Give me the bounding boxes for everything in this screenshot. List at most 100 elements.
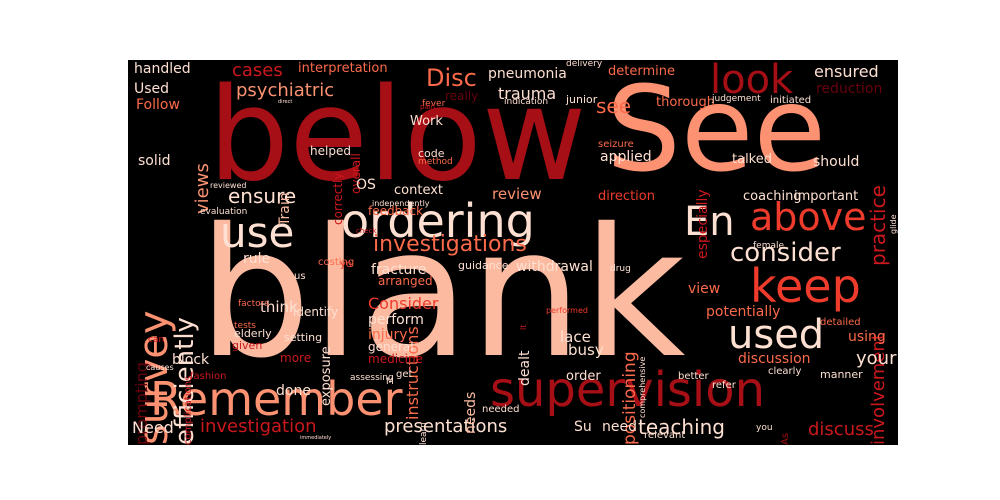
cloud-word: presentations bbox=[384, 416, 508, 437]
cloud-word: As bbox=[780, 432, 791, 445]
cloud-word: relevant bbox=[644, 430, 686, 441]
cloud-word: immediately bbox=[300, 435, 332, 441]
cloud-word: Remember bbox=[150, 372, 403, 426]
cloud-word: Follow bbox=[136, 97, 180, 113]
cloud-word: block bbox=[172, 352, 210, 368]
cloud-word: psychiatric bbox=[236, 80, 335, 101]
cloud-word: fashion bbox=[190, 371, 227, 382]
cloud-word: can bbox=[148, 335, 165, 345]
cloud-word: busy bbox=[568, 341, 604, 359]
cloud-word: Disc bbox=[426, 64, 477, 92]
cloud-word: Train bbox=[277, 192, 293, 226]
cloud-word: determine bbox=[608, 64, 675, 79]
cloud-word: fever bbox=[422, 99, 446, 109]
cloud-word: us bbox=[294, 271, 306, 282]
cloud-word: initiated bbox=[770, 95, 812, 106]
cloud-word: your bbox=[856, 348, 897, 369]
cloud-word: using bbox=[848, 329, 886, 345]
cloud-word: tests bbox=[234, 321, 256, 331]
cloud-word: should bbox=[813, 154, 860, 170]
cloud-word: pneumonia bbox=[488, 66, 567, 82]
cloud-word: Used bbox=[134, 81, 170, 97]
cloud-word: withdrawal bbox=[516, 259, 593, 275]
cloud-word: look bbox=[710, 60, 794, 103]
cloud-word: perform bbox=[368, 312, 424, 328]
cloud-word: reviewed bbox=[210, 181, 247, 190]
cloud-word: direct bbox=[278, 99, 293, 105]
cloud-word: yo bbox=[340, 259, 353, 270]
cloud-word: direction bbox=[598, 189, 655, 204]
cloud-word: general bbox=[368, 340, 414, 354]
cloud-word: order bbox=[566, 369, 601, 384]
cloud-word: OS bbox=[356, 177, 376, 193]
cloud-word: context bbox=[394, 183, 443, 198]
cloud-word: thorough bbox=[656, 95, 716, 110]
cloud-word: Need bbox=[132, 418, 174, 437]
cloud-word: needs bbox=[463, 391, 479, 434]
cloud-word: code bbox=[418, 147, 445, 160]
cloud-word: elderly bbox=[234, 327, 272, 340]
cloud-word: ensured bbox=[814, 62, 879, 81]
cloud-word: cases bbox=[232, 60, 283, 81]
cloud-word: exposure bbox=[319, 346, 334, 407]
cloud-word: female bbox=[753, 241, 785, 251]
cloud-word: glide bbox=[889, 214, 898, 234]
cloud-word: lt bbox=[519, 324, 528, 330]
cloud-word: comprehensive bbox=[638, 357, 647, 419]
cloud-word: dealt bbox=[517, 350, 533, 386]
cloud-word: guidance bbox=[458, 259, 509, 272]
cloud-word: important bbox=[794, 189, 859, 204]
cloud-word: independently bbox=[372, 199, 430, 208]
cloud-word: junior bbox=[566, 93, 598, 106]
cloud-word: fracture bbox=[371, 262, 427, 278]
cloud-word: evaluation bbox=[200, 207, 248, 217]
cloud-word: consider bbox=[730, 238, 841, 268]
cloud-word: Consider bbox=[368, 294, 439, 313]
cloud-word: trauma bbox=[498, 84, 557, 103]
cloud-word: check bbox=[356, 227, 377, 235]
cloud-word: learn bbox=[419, 422, 429, 445]
cloud-word: delivery bbox=[566, 60, 603, 69]
cloud-word: drug bbox=[610, 264, 631, 274]
cloud-word: factors bbox=[238, 299, 270, 309]
cloud-word: think bbox=[260, 298, 298, 316]
cloud-word: interpretation bbox=[298, 61, 388, 76]
word-cloud: below See blank ordering supervision Remember… bbox=[128, 60, 898, 445]
cloud-word: more bbox=[280, 351, 312, 365]
cloud-word: ordering bbox=[341, 194, 535, 248]
cloud-word: done bbox=[276, 383, 311, 399]
cloud-word: get bbox=[396, 369, 413, 380]
cloud-word: method bbox=[418, 157, 453, 167]
cloud-word: needed bbox=[482, 404, 520, 415]
cloud-word: keep bbox=[750, 259, 861, 313]
cloud-word: above bbox=[750, 195, 867, 239]
cloud-word: supervision bbox=[490, 362, 766, 418]
cloud-word: applied bbox=[600, 149, 652, 165]
cloud-word: need bbox=[602, 419, 637, 435]
cloud-word: injury bbox=[368, 327, 408, 343]
cloud-word: complications bbox=[183, 375, 194, 445]
cloud-word: refer bbox=[712, 380, 736, 391]
cloud-word: discussion bbox=[738, 351, 811, 367]
cloud-word: arranged bbox=[378, 274, 433, 288]
cloud-word: discuss bbox=[808, 419, 874, 440]
cloud-word: M bbox=[386, 377, 394, 387]
cloud-word: judgement bbox=[712, 94, 761, 104]
cloud-word: especially bbox=[695, 189, 711, 259]
cloud-word: clearly bbox=[768, 366, 802, 377]
cloud-word: causes bbox=[146, 363, 174, 372]
cloud-word: manner bbox=[820, 368, 863, 381]
cloud-word: pain bbox=[420, 103, 436, 111]
cloud-word: Work bbox=[410, 114, 443, 129]
cloud-word: lace bbox=[560, 328, 591, 346]
cloud-word: indication bbox=[504, 97, 549, 107]
cloud-word: coaching bbox=[743, 189, 802, 204]
cloud-word: practice bbox=[866, 185, 890, 266]
cloud-word: rule bbox=[243, 251, 271, 267]
cloud-word: solid bbox=[138, 153, 171, 169]
cloud-word: really bbox=[445, 89, 479, 103]
cloud-word: assessing bbox=[350, 373, 394, 383]
cloud-word: use bbox=[220, 208, 295, 257]
cloud-word: detailed bbox=[820, 317, 861, 328]
cloud-word: used bbox=[728, 312, 825, 358]
